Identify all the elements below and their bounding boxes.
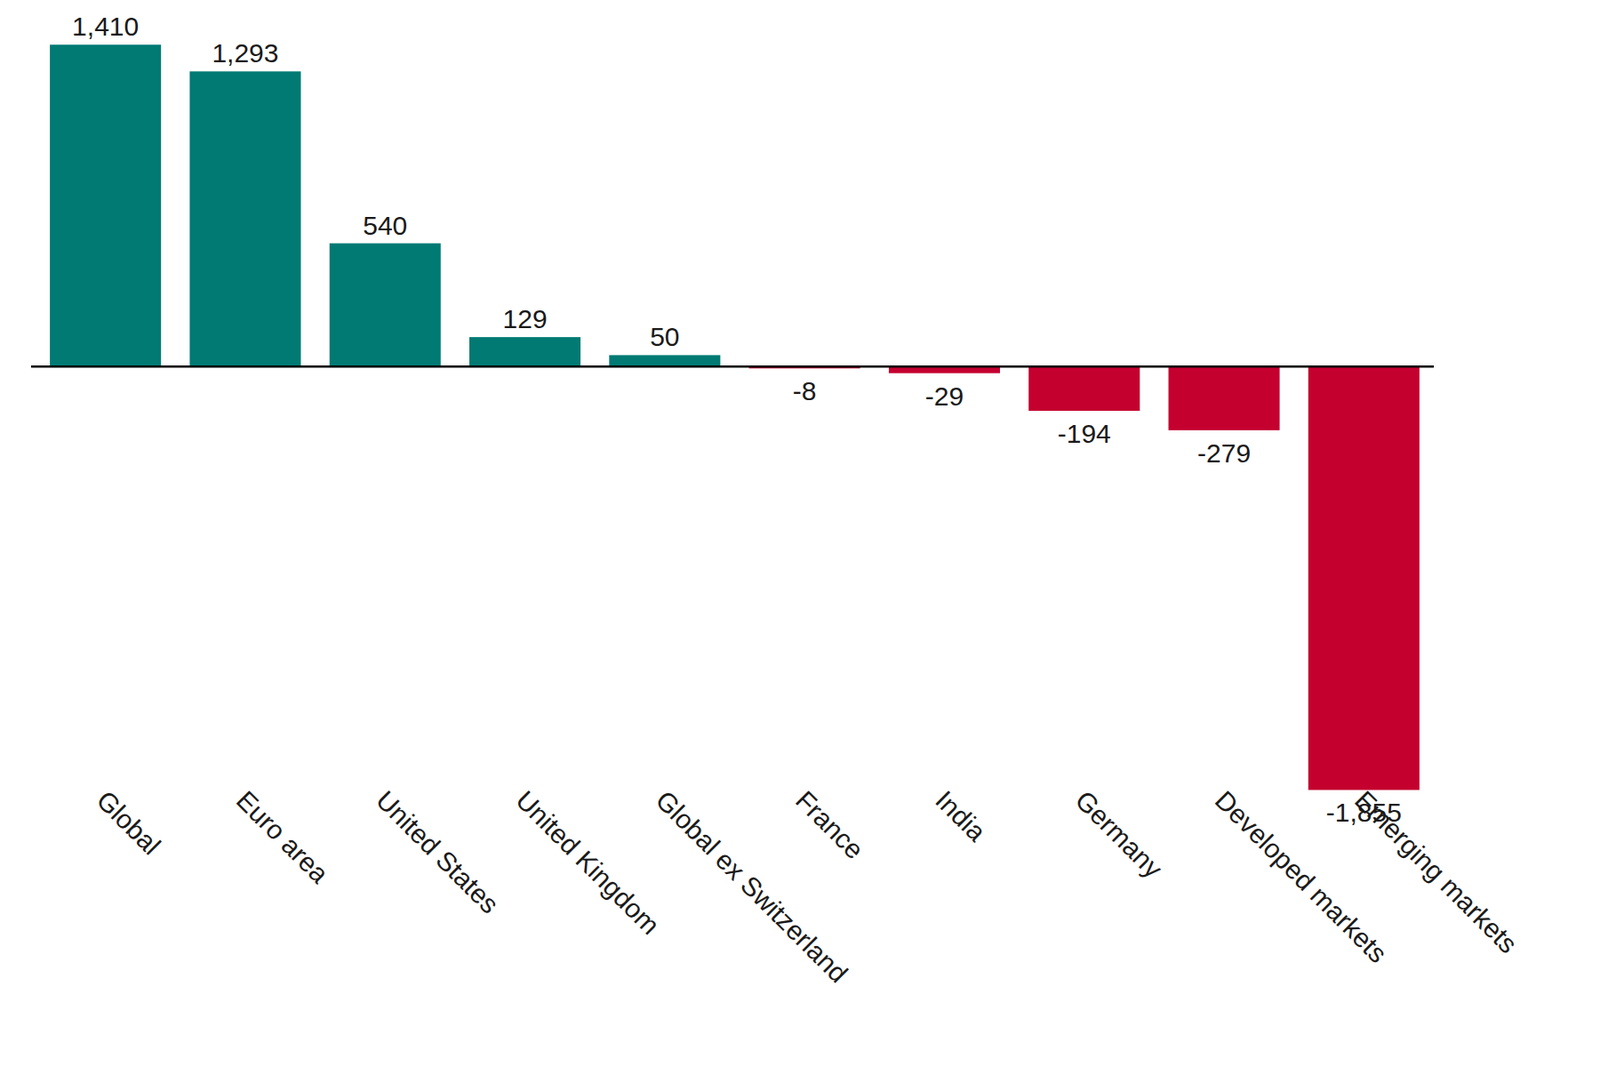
data-label: 129 [503,304,548,334]
data-label: 1,410 [72,11,139,41]
x-tick-label: Germany [1070,784,1169,884]
data-label: -29 [925,381,964,411]
x-tick-labels: Global Euro area United StatesUnited Kingd… [90,784,1523,989]
data-label: -279 [1197,438,1251,468]
x-tick-label: United States [370,784,505,920]
x-tick-label: United Kingdom [510,784,665,940]
data-labels: 1,4101,29354012950-8-29-194-279-1,855 [72,11,1402,827]
x-tick-label: India [929,784,992,848]
data-label: 50 [649,321,680,352]
bar [1308,366,1420,790]
bar [1028,366,1140,411]
x-tick-label: Global [90,784,167,861]
data-label: -194 [1057,418,1112,448]
x-tick-label: France [790,784,870,864]
data-label: 1,293 [211,38,279,68]
bar [469,336,581,367]
bar [189,71,301,367]
bar [608,354,720,367]
x-tick-label: Emerging markets [1349,784,1523,959]
bars [49,44,1420,790]
chart-svg: 1,4101,29354012950-8-29-194-279-1,855Glo… [0,0,1600,1067]
bar [329,243,441,368]
x-tick-label: Euro area [231,784,336,889]
data-label: 540 [362,210,408,240]
baseline [31,365,1434,368]
data-label: -8 [792,376,817,406]
bar [1168,366,1280,431]
chart-container: 1,4101,29354012950-8-29-194-279-1,855Glo… [0,0,1600,1067]
bar [49,44,161,367]
